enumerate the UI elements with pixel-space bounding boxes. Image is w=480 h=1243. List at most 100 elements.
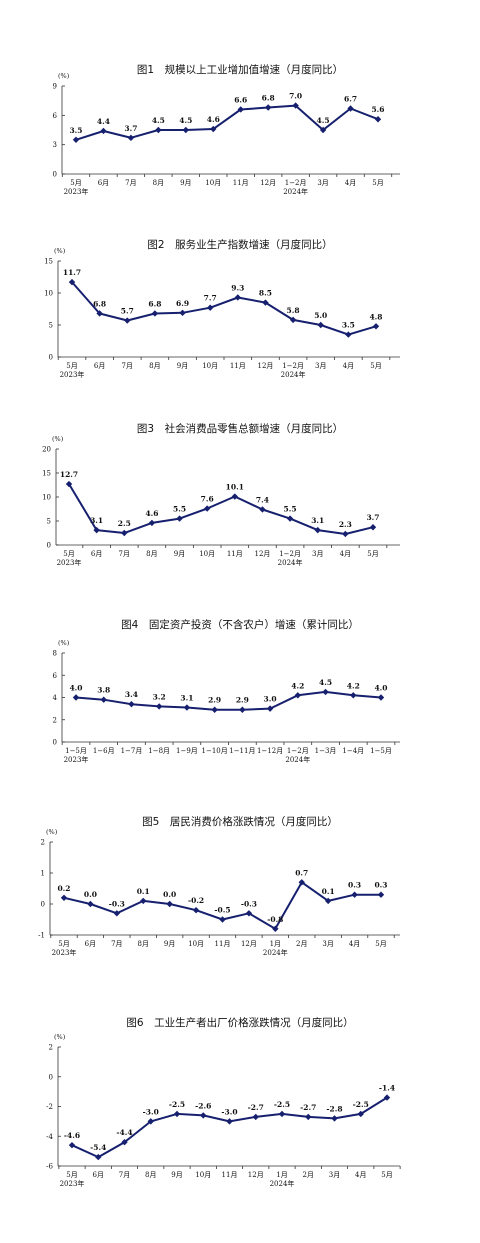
data-label: -3.0 [143, 1107, 159, 1116]
data-label: 2.3 [339, 520, 352, 529]
x-tick-label: 8月 [138, 940, 149, 948]
data-label: -2.5 [169, 1100, 185, 1109]
data-point [234, 294, 242, 301]
x-tick-label: 1−8月 [148, 747, 170, 755]
data-point [148, 519, 156, 527]
y-tick-label: 0 [49, 1073, 53, 1081]
x-tick-label: 11月 [215, 940, 231, 948]
data-label: 4.5 [179, 116, 192, 125]
x-tick-label: 6月 [93, 1171, 104, 1179]
x-tick-label: 7月 [119, 1171, 130, 1179]
y-tick-label: 5 [47, 518, 51, 526]
y-tick-label: 0 [53, 171, 57, 179]
data-point [278, 1110, 286, 1118]
data-point [286, 515, 294, 522]
y-tick-label: 15 [42, 470, 51, 478]
data-label: -0.8 [267, 915, 283, 924]
data-label: 3.8 [97, 686, 110, 695]
data-point [289, 316, 297, 324]
x-tick-label: 11月 [222, 1171, 238, 1179]
data-point [314, 526, 321, 534]
data-label: 0.1 [322, 887, 335, 896]
data-point [100, 696, 107, 703]
data-label: 5.8 [287, 306, 300, 315]
data-point [259, 506, 266, 513]
data-point [124, 317, 131, 324]
data-point [72, 136, 80, 143]
data-point [113, 910, 121, 917]
data-label: 4.0 [374, 684, 387, 693]
y-unit-label: (%) [54, 247, 66, 255]
data-point [173, 1110, 181, 1118]
x-tick-label: 7月 [111, 940, 122, 948]
data-label: 4.0 [69, 684, 82, 693]
data-label: 6.7 [344, 94, 357, 103]
data-label: -0.3 [109, 899, 125, 908]
year-label: 2023年 [64, 755, 89, 764]
data-label: 6.6 [234, 95, 247, 104]
data-point [140, 897, 147, 905]
data-point [350, 692, 357, 699]
data-point [183, 704, 191, 711]
data-point [100, 127, 107, 135]
x-tick-label: 1月 [276, 1171, 287, 1179]
x-tick-label: 5月 [372, 179, 383, 187]
data-label: 4.4 [97, 117, 110, 126]
data-point [68, 1141, 76, 1149]
x-tick-label: 5月 [58, 940, 69, 948]
y-unit-label: (%) [46, 828, 58, 836]
y-unit-label: (%) [58, 72, 70, 80]
data-label: 3.0 [264, 695, 277, 704]
year-label: 2023年 [60, 1179, 85, 1188]
x-tick-label: 9月 [180, 179, 191, 187]
x-tick-label: 8月 [149, 362, 160, 370]
x-tick-label: 11月 [230, 362, 246, 370]
y-tick-label: 6 [53, 112, 58, 120]
chart-1-title: 图1 规模以上工业增加值增速（月度同比） [136, 64, 344, 76]
year-label: 2024年 [281, 370, 306, 379]
y-tick-label: 2 [41, 839, 45, 847]
data-label: 0.2 [57, 884, 70, 893]
data-label: -2.7 [300, 1103, 316, 1112]
y-tick-label: 3 [53, 141, 57, 149]
data-point [65, 480, 73, 488]
x-tick-label: 2月 [303, 1171, 314, 1179]
x-tick-label: 8月 [145, 1171, 156, 1179]
data-point [206, 304, 214, 311]
data-point [72, 694, 80, 701]
x-tick-label: 8月 [153, 179, 164, 187]
x-tick-label: 7月 [122, 362, 133, 370]
x-tick-label: 1−4月 [342, 747, 364, 755]
data-point [374, 116, 382, 123]
year-label: 2024年 [270, 1179, 295, 1188]
y-tick-label: 2 [53, 716, 57, 724]
x-tick-label: 12月 [260, 179, 276, 187]
x-tick-label: 1−2月 [287, 747, 309, 755]
x-tick-label: 5月 [63, 550, 74, 558]
data-label: -0.3 [241, 899, 257, 908]
data-label: 7.4 [256, 495, 269, 504]
year-label: 2024年 [285, 755, 310, 764]
data-point [331, 1115, 338, 1122]
data-label: 3.2 [153, 692, 166, 701]
x-tick-label: 9月 [177, 362, 188, 370]
data-point [155, 703, 163, 710]
data-point [377, 694, 385, 701]
year-label: 2024年 [278, 558, 303, 567]
data-point [203, 505, 211, 512]
x-tick-label: 1−9月 [176, 747, 198, 755]
data-label: 11.7 [63, 268, 81, 277]
y-tick-label: 0 [53, 739, 57, 747]
data-label: 4.2 [291, 681, 304, 690]
data-point [252, 1113, 259, 1121]
x-tick-label: 10月 [195, 1171, 211, 1179]
x-tick-label: 1−2月 [282, 362, 304, 370]
data-point [128, 700, 135, 708]
data-label: 0.3 [348, 881, 361, 890]
data-point [68, 278, 76, 286]
x-tick-label: 3月 [317, 179, 328, 187]
chart-3-title: 图3 社会消费品零售总额增速（月度同比） [136, 423, 344, 435]
x-tick-label: 5月 [66, 362, 77, 370]
